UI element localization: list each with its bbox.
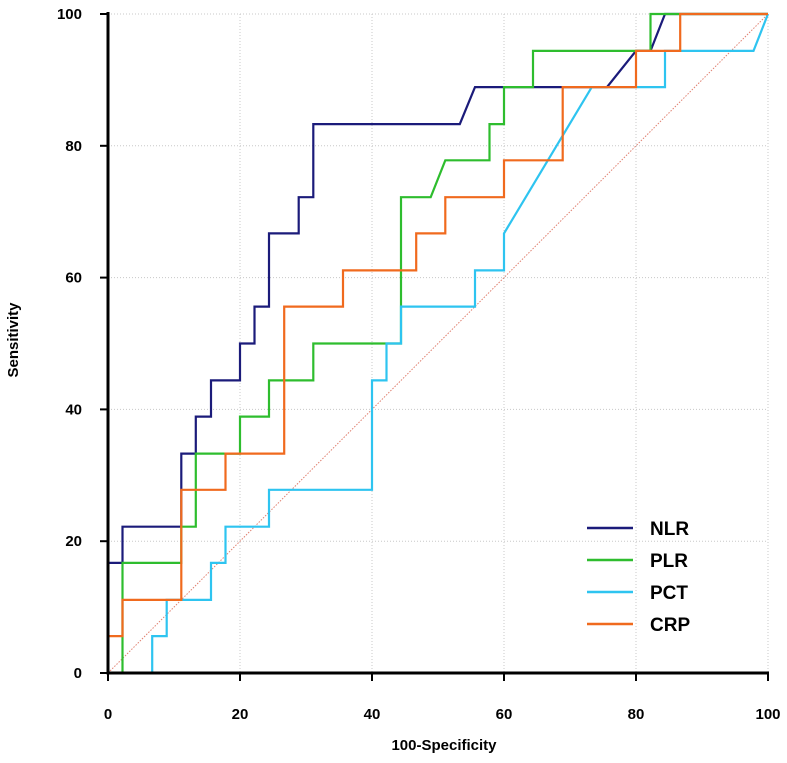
x-tick-label-60: 60 — [496, 706, 513, 723]
y-tick-label-60: 60 — [65, 270, 82, 287]
x-tick-label-40: 40 — [364, 706, 381, 723]
y-tick-label-20: 20 — [65, 533, 82, 550]
x-tick-label-100: 100 — [755, 706, 780, 723]
y-tick-label-40: 40 — [65, 401, 82, 418]
y-tick-label-0: 0 — [74, 665, 82, 682]
series-lines — [106, 12, 770, 675]
series-line-plr — [108, 12, 768, 675]
y-tick-label-100: 100 — [57, 6, 82, 23]
x-axis-title: 100-Specificity — [391, 737, 497, 754]
tick-labels: 0 20 40 60 80 100 0 20 40 60 80 100 — [57, 6, 781, 723]
axes — [100, 12, 769, 681]
x-tick-label-0: 0 — [104, 706, 112, 723]
y-axis-title: Sensitivity — [5, 302, 22, 378]
legend-label-plr: PLR — [650, 551, 688, 572]
series-line-crp — [106, 12, 768, 673]
grid — [108, 13, 769, 673]
reference-diagonal — [107, 13, 769, 674]
y-tick-label-80: 80 — [65, 138, 82, 155]
legend-label-pct: PCT — [650, 583, 688, 604]
legend: NLR PLR PCT CRP — [587, 519, 690, 636]
legend-label-crp: CRP — [650, 615, 690, 636]
reference-line — [107, 13, 769, 674]
x-tick-label-80: 80 — [628, 706, 645, 723]
x-tick-label-20: 20 — [232, 706, 249, 723]
legend-label-nlr: NLR — [650, 519, 689, 540]
